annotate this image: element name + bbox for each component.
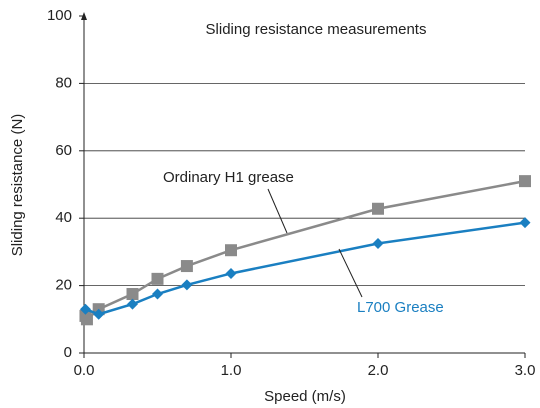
leader-line (338, 248, 363, 298)
marker (152, 288, 163, 300)
marker (79, 303, 91, 315)
marker (126, 288, 139, 301)
marker (519, 175, 531, 188)
marker (372, 202, 384, 215)
chart-title: Sliding resistance measurements (206, 21, 427, 38)
marker (151, 272, 164, 285)
marker (181, 279, 193, 291)
x-axis-label: Speed (m/s) (264, 388, 346, 405)
marker (80, 313, 93, 326)
marker (93, 308, 105, 320)
annotation: L700 Grease (357, 299, 444, 316)
series-line (84, 179, 526, 322)
y-tick-label: 20 (55, 277, 72, 294)
marker (225, 244, 237, 257)
x-tick-label: 1.0 (221, 362, 242, 379)
leader-line (267, 188, 288, 234)
marker (372, 237, 384, 249)
y-tick-label: 0 (64, 344, 72, 361)
marker (127, 298, 139, 310)
marker (519, 217, 531, 229)
x-tick-label: 0.0 (74, 362, 95, 379)
series-line (85, 221, 526, 316)
marker (180, 260, 193, 273)
marker (225, 267, 237, 279)
y-tick-label: 80 (55, 74, 72, 91)
y-tick-label: 40 (55, 209, 72, 226)
x-tick-label: 3.0 (515, 362, 536, 379)
y-axis-label: Sliding resistance (N) (9, 114, 26, 257)
annotation: Ordinary H1 grease (163, 169, 294, 186)
axis-arrow (81, 12, 87, 20)
x-tick-label: 2.0 (368, 362, 389, 379)
y-tick-label: 60 (55, 142, 72, 159)
y-tick-label: 100 (47, 7, 72, 24)
